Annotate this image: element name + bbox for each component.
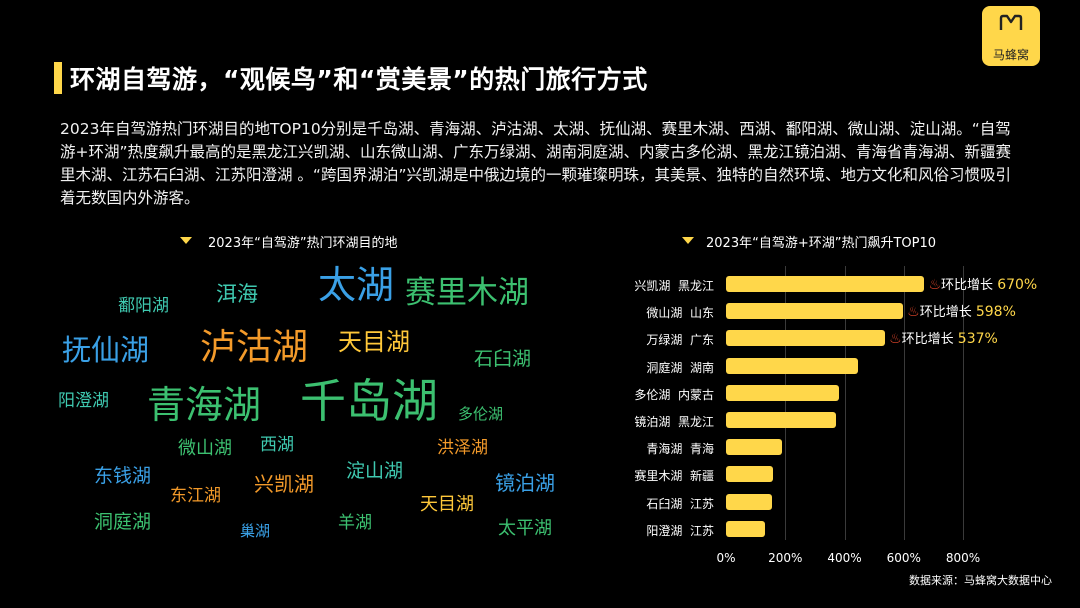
wordcloud-word: 东钱湖 [94, 465, 152, 487]
bar [726, 466, 774, 483]
logo-m-icon [999, 14, 1023, 30]
grid-line [785, 266, 787, 540]
category-label: 青海湖 青海 [646, 442, 714, 457]
wordcloud-word: 天目湖 [338, 328, 410, 356]
bar [726, 439, 783, 456]
wordcloud-word: 天目湖 [420, 494, 474, 515]
title-accent-bar [54, 62, 62, 94]
category-label: 阳澄湖 江苏 [646, 523, 714, 538]
bar [726, 520, 765, 537]
wordcloud-word: 泸沽湖 [200, 327, 309, 368]
bar [726, 330, 886, 347]
wordcloud-word: 青海湖 [147, 383, 262, 427]
growth-annotation: ♨环比增长 537% [889, 328, 998, 347]
x-tick-label: 800% [945, 551, 981, 565]
wordcloud-word: 多伦湖 [458, 405, 504, 423]
growth-annotation: ♨环比增长 670% [928, 274, 1037, 293]
category-label: 万绿湖 广东 [646, 333, 714, 348]
wordcloud-title: 2023年“自驾游”热门环湖目的地 [208, 236, 398, 251]
category-label: 微山湖 山东 [646, 306, 714, 321]
bar [726, 357, 858, 374]
wordcloud-word: 兴凯湖 [254, 472, 314, 496]
chart-title: 2023年“自驾游+环湖”热门飙升TOP10 [706, 236, 937, 251]
data-source: 数据来源：马蜂窝大数据中心 [909, 574, 1052, 587]
grid-line [963, 266, 964, 540]
x-tick-label: 600% [886, 551, 921, 565]
annotation-value: 670% [997, 277, 1038, 293]
wordcloud-word: 洱海 [216, 282, 258, 306]
wordcloud-word: 抚仙湖 [62, 333, 150, 367]
annotation-label: 环比增长 [901, 332, 958, 348]
section-marker-icon [682, 237, 694, 244]
category-label: 兴凯湖 黑龙江 [634, 279, 714, 293]
category-label: 多伦湖 内蒙古 [634, 387, 714, 402]
wordcloud-word: 千岛湖 [300, 374, 438, 428]
category-label: 镜泊湖 黑龙江 [634, 415, 714, 429]
section-marker-icon [180, 237, 192, 244]
wordcloud-word: 巢湖 [240, 522, 271, 540]
wordcloud-word: 太平湖 [498, 518, 552, 539]
flame-icon: ♨ [889, 331, 902, 348]
wordcloud-word: 洞庭湖 [94, 511, 152, 533]
bar [726, 384, 839, 401]
wordcloud-word: 太湖 [318, 263, 395, 307]
grid-line [844, 266, 846, 540]
x-tick-label: 400% [827, 551, 862, 565]
bar [726, 412, 836, 428]
bar [726, 493, 772, 510]
wordcloud-word: 阳澄湖 [58, 391, 109, 411]
annotation-value: 598% [975, 304, 1016, 321]
wordcloud-word: 微山湖 [178, 438, 232, 459]
word-cloud: 鄱阳湖 洱海 太湖 赛里木湖 抚仙湖 泸沽湖 天目湖 石臼湖 阳澄湖 青海湖 千岛湖 多伦湖 微山湖 西湖… [58, 263, 555, 540]
page-title: 环湖自驾游，“观候鸟”和“赏美景”的热门旅行方式 [70, 65, 648, 94]
wordcloud-word: 鄱阳湖 [118, 296, 169, 316]
wordcloud-word: 赛里木湖 [405, 275, 529, 311]
grid-line [903, 266, 905, 540]
annotation-label: 环比增长 [941, 278, 998, 293]
x-tick-label: 200% [768, 551, 803, 565]
flame-icon: ♨ [907, 304, 920, 321]
bar [726, 303, 904, 320]
logo-text: 马蜂窝 [992, 48, 1029, 62]
x-tick-label: 0% [716, 551, 736, 565]
category-label: 赛里木湖 新疆 [634, 469, 714, 484]
wordcloud-word: 羊湖 [338, 513, 372, 533]
intro-paragraph: 2023年自驾游热门环湖目的地TOP10分别是千岛湖、青海湖、泸沽湖、太湖、抚仙… [60, 120, 1012, 207]
category-label: 洞庭湖 湖南 [646, 360, 714, 375]
brand-logo: 马蜂窝 [982, 6, 1040, 66]
growth-annotation: ♨环比增长 598% [907, 301, 1016, 320]
wordcloud-word: 石臼湖 [474, 348, 532, 370]
wordcloud-word: 洪泽湖 [437, 438, 488, 458]
bar [726, 276, 925, 292]
wordcloud-word: 西湖 [260, 435, 294, 455]
flame-icon: ♨ [928, 277, 942, 293]
annotation-label: 环比增长 [919, 305, 976, 321]
wordcloud-word: 淀山湖 [346, 460, 404, 482]
annotation-value: 537% [957, 331, 998, 348]
category-label: 石臼湖 江苏 [646, 496, 714, 511]
wordcloud-word: 东江湖 [170, 486, 221, 506]
wordcloud-word: 镜泊湖 [495, 471, 555, 495]
